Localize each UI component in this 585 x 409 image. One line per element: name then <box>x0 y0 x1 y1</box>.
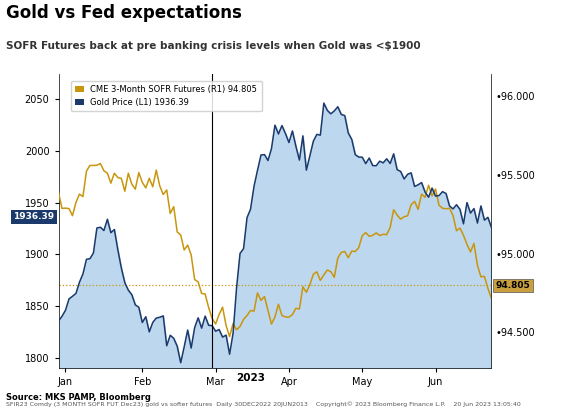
Text: 1936.39: 1936.39 <box>13 212 54 221</box>
Text: •94.500: •94.500 <box>495 328 535 339</box>
Text: •95.000: •95.000 <box>495 250 535 260</box>
Text: •96.000: •96.000 <box>495 92 535 102</box>
Legend: CME 3-Month SOFR Futures (R1) 94.805, Gold Price (L1) 1936.39: CME 3-Month SOFR Futures (R1) 94.805, Go… <box>71 81 261 111</box>
Text: SOFR Futures back at pre banking crisis levels when Gold was <$1900: SOFR Futures back at pre banking crisis … <box>6 41 421 51</box>
Text: Source: MKS PAMP, Bloomberg: Source: MKS PAMP, Bloomberg <box>6 393 151 402</box>
Text: 2023: 2023 <box>236 373 265 383</box>
Text: •95.500: •95.500 <box>495 171 535 181</box>
Text: 94.805: 94.805 <box>495 281 531 290</box>
Text: Gold vs Fed expectations: Gold vs Fed expectations <box>6 4 242 22</box>
Text: SFIR23 Comdy (3 MONTH SOFR FUT Dec23) gold vs softer futures  Daily 30DEC2022 20: SFIR23 Comdy (3 MONTH SOFR FUT Dec23) go… <box>6 401 521 407</box>
